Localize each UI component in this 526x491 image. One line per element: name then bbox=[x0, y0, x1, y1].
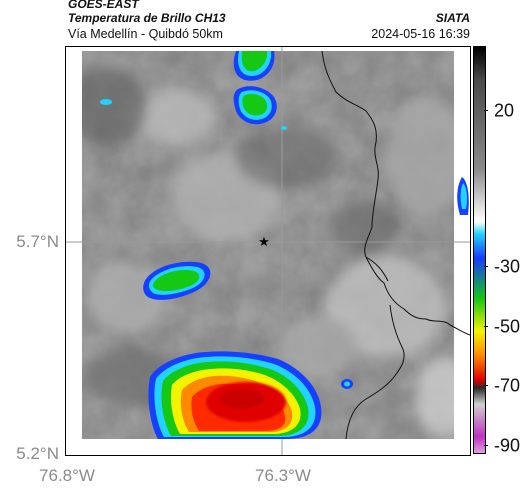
lat-label-5-7: 5.7°N bbox=[16, 232, 59, 251]
colorbar-label-minus-70: -70 bbox=[494, 375, 521, 396]
cold-speck bbox=[100, 99, 112, 105]
lon-label-76-8: 76.8°W bbox=[39, 466, 95, 485]
nodata-top bbox=[66, 47, 470, 51]
lat-label-5-2: 5.2°N bbox=[16, 444, 59, 463]
product-title: Temperatura de Brillo CH13 bbox=[68, 11, 226, 25]
nodata-bottom bbox=[66, 439, 470, 455]
colorbar-tick bbox=[484, 110, 488, 111]
map-canvas: ★ bbox=[66, 47, 470, 455]
south-cell bbox=[148, 351, 322, 439]
north-cell-a bbox=[233, 51, 275, 81]
nodata-right bbox=[454, 51, 470, 455]
lon-label-76-3: 76.3°W bbox=[255, 466, 311, 485]
station-star-icon: ★ bbox=[258, 235, 270, 250]
colorbar-tick bbox=[484, 385, 488, 386]
colorbar-label-minus-50: -50 bbox=[494, 316, 521, 337]
colorbar bbox=[473, 46, 486, 454]
colorbar-tick bbox=[484, 326, 488, 327]
west-cell bbox=[143, 261, 211, 300]
colorbar-tick bbox=[484, 266, 488, 267]
east-small-cell-core bbox=[344, 381, 350, 387]
colorbar-label-minus-30: -30 bbox=[494, 256, 521, 277]
satellite-source: GOES-EAST bbox=[68, 0, 139, 11]
satellite-map[interactable]: ★ bbox=[65, 46, 471, 456]
colorbar-tick bbox=[484, 445, 488, 446]
north-cell-b bbox=[233, 86, 277, 125]
east-cell bbox=[457, 177, 469, 215]
colorbar-label-20: 20 bbox=[494, 100, 515, 121]
border-lines bbox=[321, 50, 470, 440]
colorbar-label-minus-90: -90 bbox=[494, 435, 521, 456]
dark-cloud-patches bbox=[66, 67, 401, 407]
organization-label: SIATA bbox=[435, 11, 470, 25]
nodata-left bbox=[66, 47, 82, 455]
cold-speck bbox=[281, 126, 287, 130]
region-label: Vía Medellín - Quibdó 50km bbox=[68, 27, 223, 41]
timestamp-label: 2024-05-16 16:39 bbox=[371, 27, 470, 41]
